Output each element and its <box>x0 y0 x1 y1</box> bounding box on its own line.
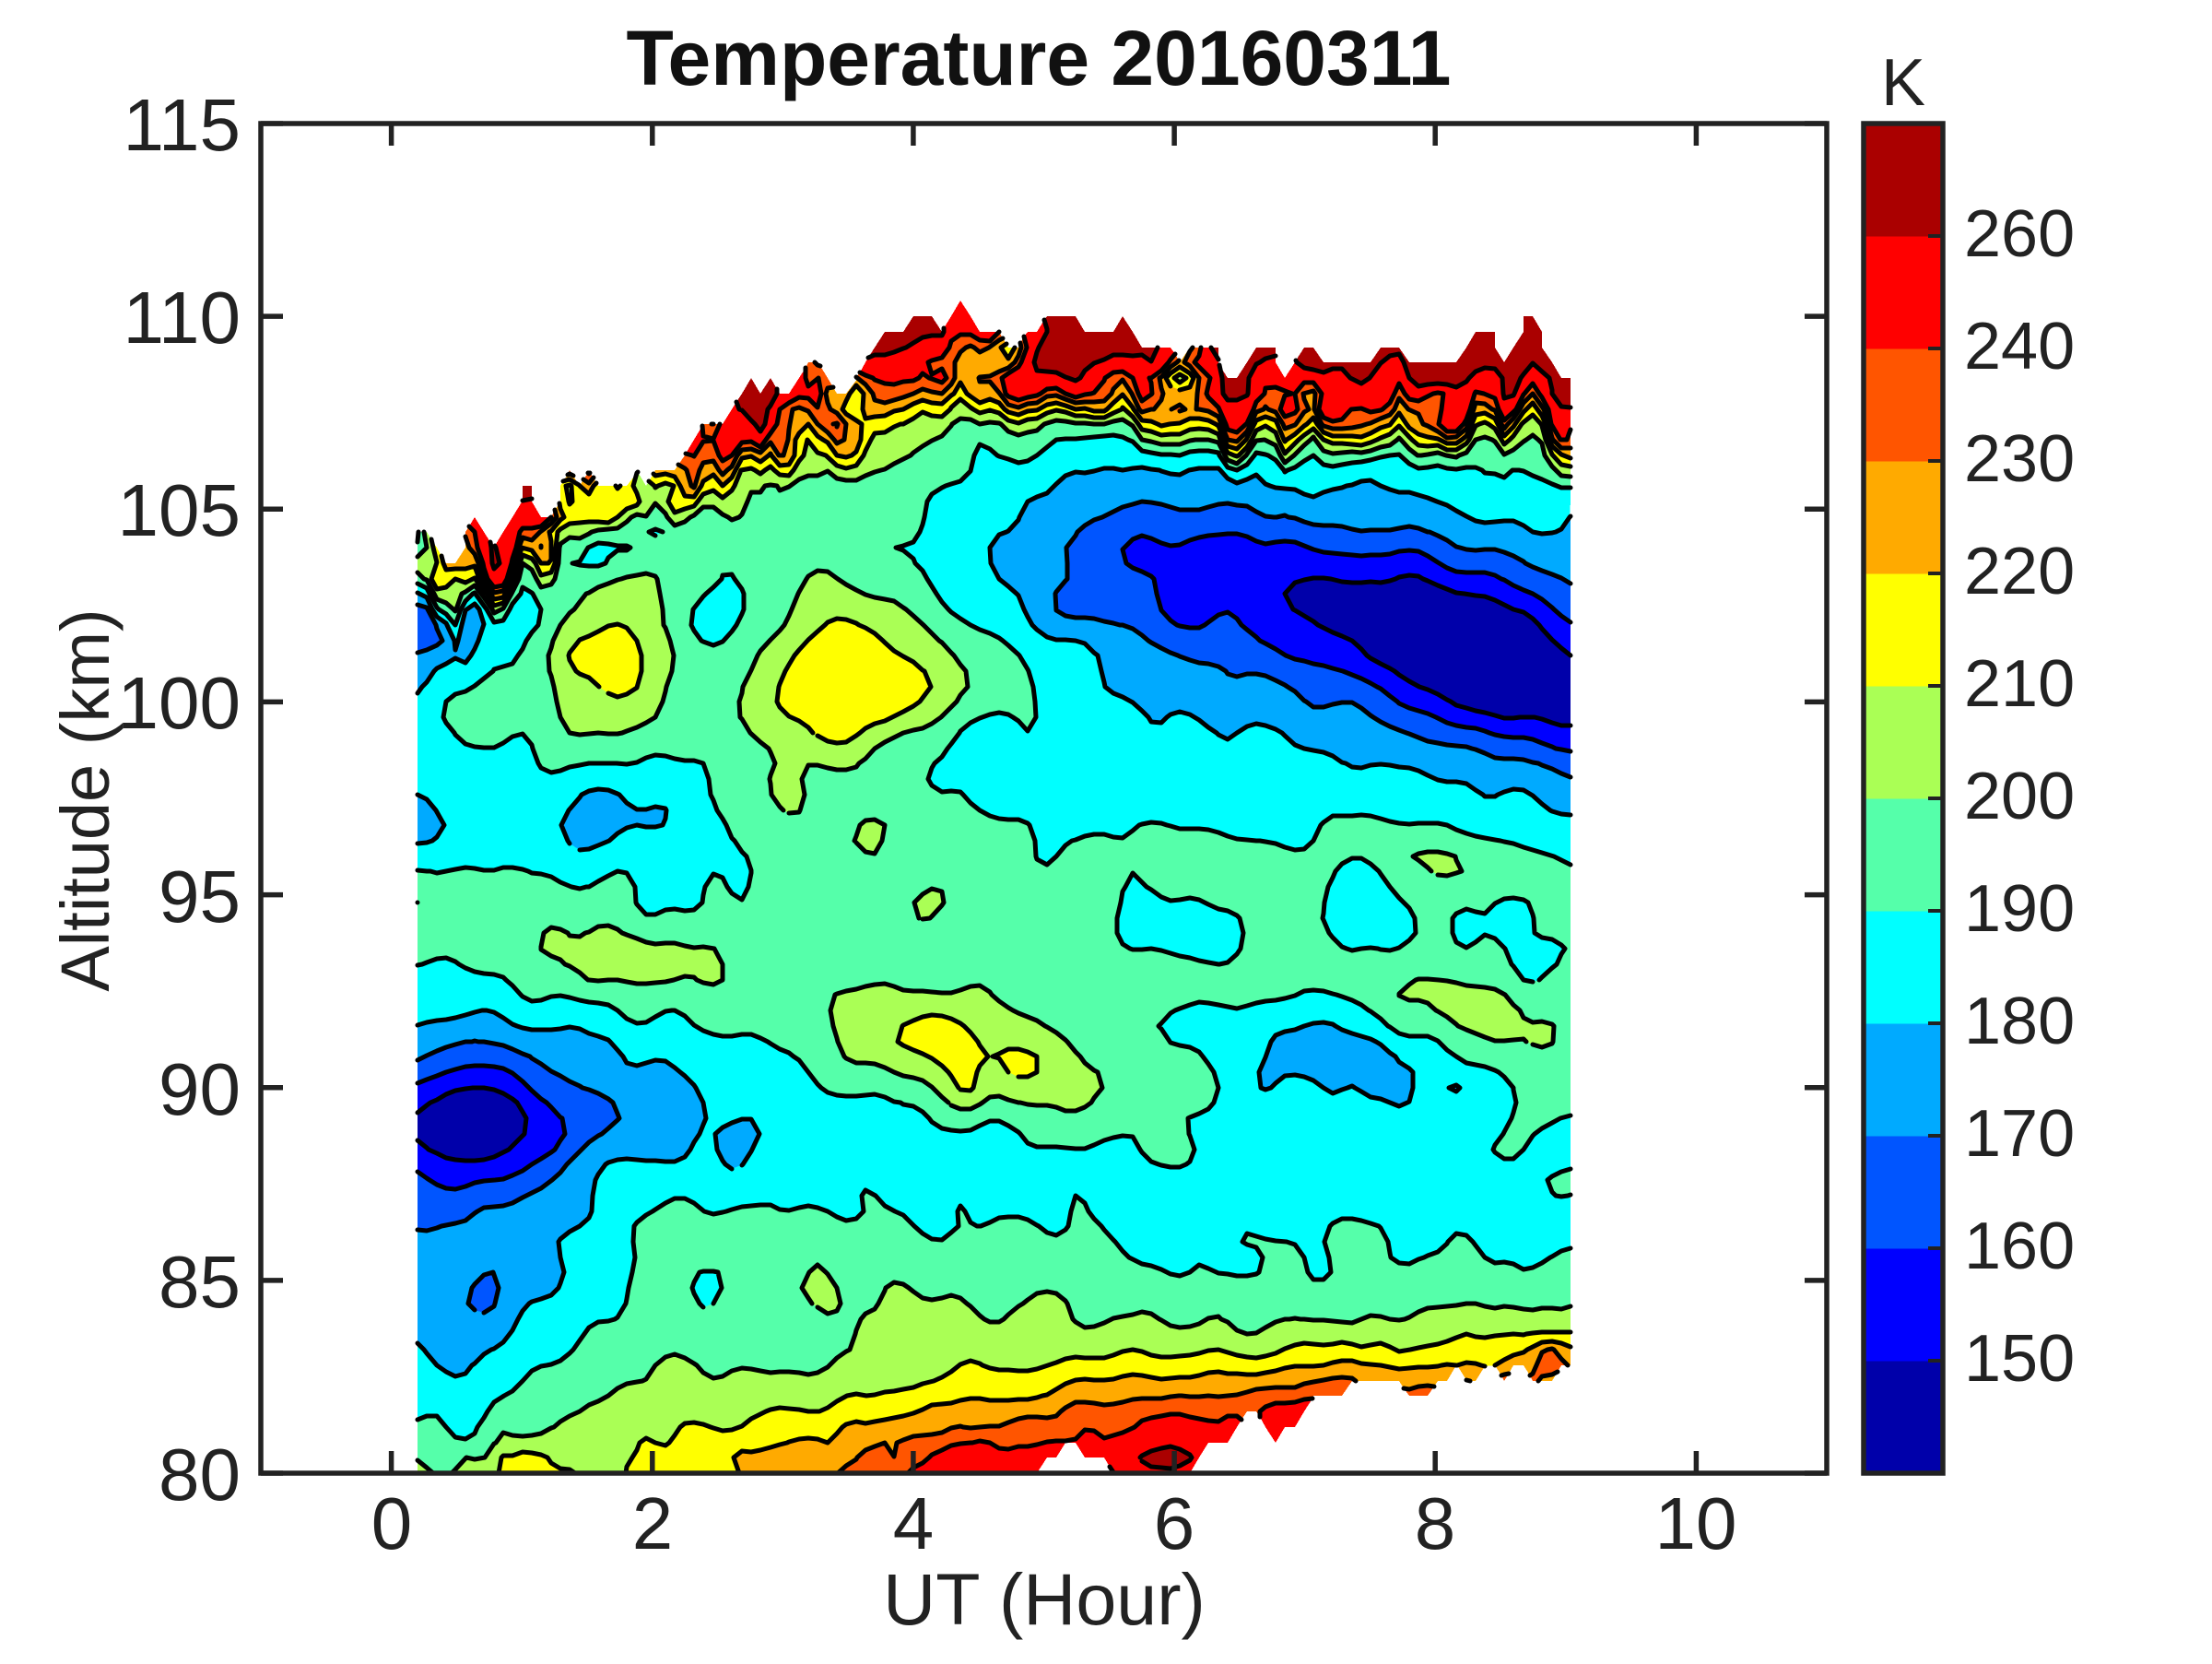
svg-text:170: 170 <box>1964 1097 2075 1171</box>
svg-text:230: 230 <box>1964 422 2075 496</box>
svg-text:95: 95 <box>159 856 241 938</box>
svg-text:2: 2 <box>632 1482 674 1564</box>
svg-text:Altitude (km): Altitude (km) <box>47 608 124 991</box>
svg-text:180: 180 <box>1964 985 2075 1058</box>
svg-text:100: 100 <box>118 662 241 744</box>
svg-text:210: 210 <box>1964 647 2075 721</box>
svg-text:240: 240 <box>1964 310 2075 384</box>
svg-text:160: 160 <box>1964 1210 2075 1283</box>
svg-text:Temperature 20160311: Temperature 20160311 <box>626 15 1451 101</box>
svg-text:260: 260 <box>1964 197 2075 271</box>
svg-text:200: 200 <box>1964 760 2075 833</box>
svg-text:6: 6 <box>1154 1482 1195 1564</box>
svg-text:8: 8 <box>1415 1482 1456 1564</box>
svg-text:80: 80 <box>159 1434 241 1516</box>
svg-text:UT (Hour): UT (Hour) <box>883 1558 1206 1640</box>
svg-text:10: 10 <box>1655 1482 1737 1564</box>
svg-text:150: 150 <box>1964 1322 2075 1396</box>
svg-text:0: 0 <box>371 1482 413 1564</box>
svg-text:110: 110 <box>123 277 241 359</box>
svg-text:4: 4 <box>893 1482 935 1564</box>
svg-text:90: 90 <box>159 1048 241 1130</box>
svg-text:220: 220 <box>1964 535 2075 608</box>
svg-text:105: 105 <box>118 469 241 551</box>
svg-text:190: 190 <box>1964 872 2075 946</box>
svg-text:115: 115 <box>123 84 241 166</box>
svg-text:85: 85 <box>159 1241 241 1323</box>
svg-text:K: K <box>1881 46 1925 120</box>
